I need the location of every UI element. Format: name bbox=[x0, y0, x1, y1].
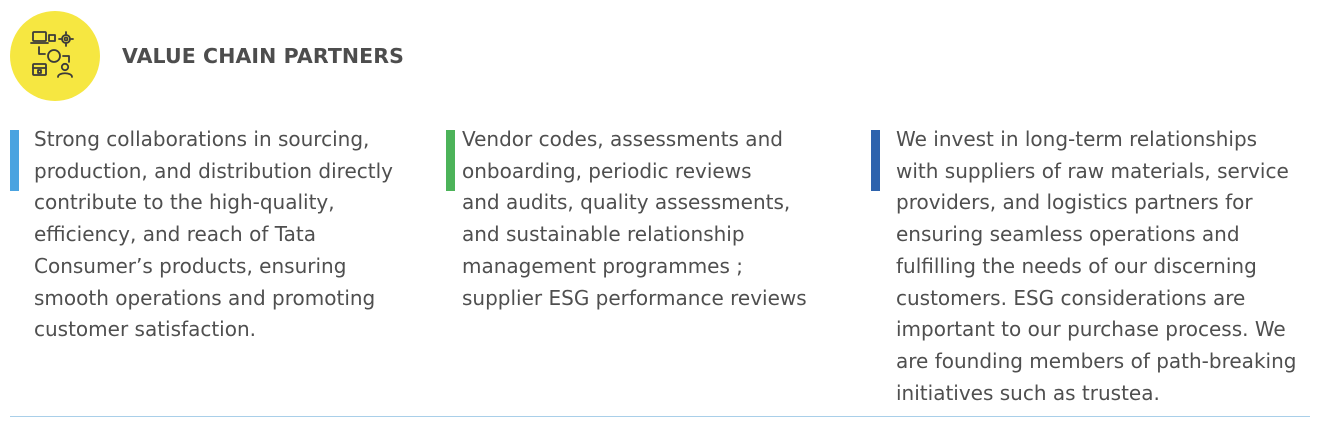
paragraph-line: efficiency, and reach of Tata bbox=[34, 222, 316, 247]
paragraph-line: customer satisfaction. bbox=[34, 317, 256, 342]
paragraph-line: contribute to the high-quality, bbox=[34, 190, 335, 215]
paragraph-line: Consumer’s products, ensuring bbox=[34, 253, 347, 278]
paragraph-line: Strong collaborations in sourcing, bbox=[34, 127, 370, 151]
section-title: VALUE CHAIN PARTNERS bbox=[122, 44, 405, 68]
paragraph-line: Vendor codes, assessments and bbox=[462, 127, 783, 151]
paragraph-line: and sustainable relationship bbox=[462, 222, 745, 247]
paragraph-line: ensuring seamless operations and bbox=[896, 222, 1240, 247]
accent-bar-navy bbox=[871, 130, 880, 191]
value-chain-icon bbox=[30, 31, 74, 78]
accent-bar-blue bbox=[10, 130, 19, 191]
paragraph-line: supplier ESG performance reviews bbox=[462, 285, 807, 310]
paragraph-line: are founding members of path-breaking bbox=[896, 348, 1297, 373]
paragraph-line: management programmes ; bbox=[462, 253, 744, 278]
paragraph-line: initiatives such as trustea. bbox=[896, 380, 1160, 405]
paragraph-line: onboarding, periodic reviews bbox=[462, 158, 752, 183]
paragraph-line: providers, and logistics partners for bbox=[896, 190, 1253, 215]
paragraph-line: production, and distribution directly bbox=[34, 158, 393, 183]
paragraph-line: We invest in long-term relationships bbox=[896, 127, 1258, 151]
paragraph-line: and audits, quality assessments, bbox=[462, 190, 791, 215]
paragraph-line: smooth operations and promoting bbox=[34, 285, 376, 310]
paragraph-line: fulfilling the needs of our discerning bbox=[896, 253, 1257, 278]
paragraph-line: with suppliers of raw materials, service bbox=[896, 158, 1289, 183]
accent-bar-green bbox=[446, 130, 455, 191]
paragraph-line: important to our purchase process. We bbox=[896, 317, 1286, 342]
section-icon-badge bbox=[10, 11, 100, 101]
section-divider bbox=[10, 416, 1310, 417]
paragraph-line: customers. ESG considerations are bbox=[896, 285, 1246, 310]
